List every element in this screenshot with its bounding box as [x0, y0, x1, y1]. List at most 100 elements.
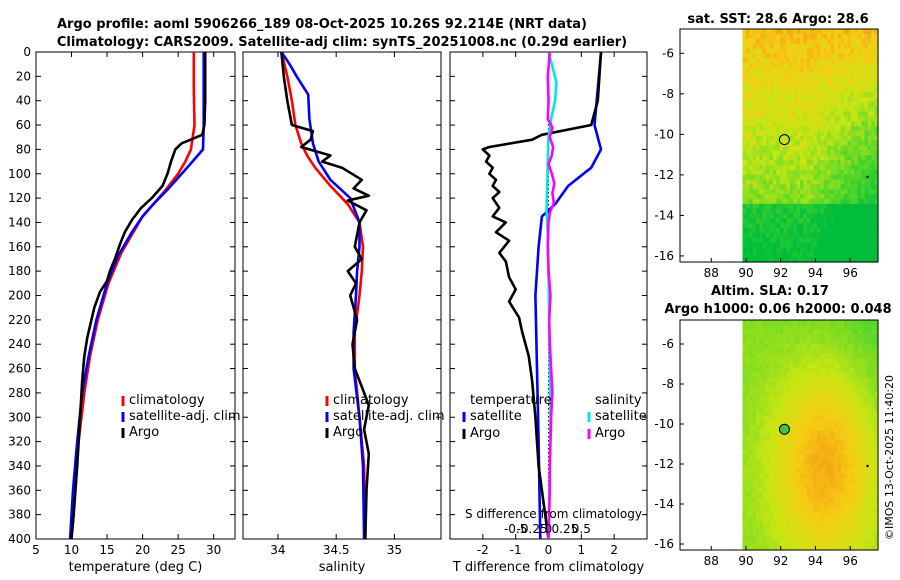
heatmap-cell: [793, 203, 798, 210]
heatmap-cell: [806, 506, 811, 513]
heatmap-cell: [793, 257, 798, 263]
heatmap-cell: [766, 169, 771, 176]
heatmap-cell: [789, 63, 794, 69]
heatmap-cell: [867, 348, 872, 355]
heatmap-cell: [786, 33, 791, 40]
heatmap-cell: [749, 43, 754, 50]
heatmap-cell: [854, 420, 859, 426]
heatmap-cell: [857, 97, 862, 103]
heatmap-cell: [749, 406, 754, 412]
heatmap-cell: [820, 502, 825, 508]
heatmap-cell: [840, 247, 845, 253]
heatmap-cell: [776, 487, 781, 494]
heatmap-cell: [827, 535, 832, 541]
heatmap-cell: [793, 184, 798, 190]
heatmap-cell: [796, 396, 801, 403]
heatmap-cell: [844, 38, 849, 45]
heatmap-cell: [786, 372, 791, 379]
heatmap-cell: [806, 257, 811, 263]
heatmap-cell: [786, 29, 791, 35]
heatmap-cell: [864, 58, 869, 64]
heatmap-cell: [762, 63, 767, 69]
heatmap-cell: [840, 130, 845, 137]
heatmap-cell: [864, 135, 869, 142]
heatmap-cell: [749, 140, 754, 147]
heatmap-cell: [830, 459, 835, 465]
heatmap-cell: [783, 29, 788, 35]
heatmap-cell: [769, 223, 774, 229]
heatmap-cell: [830, 150, 835, 156]
heatmap-cell: [861, 367, 866, 374]
heatmap-cell: [834, 339, 838, 345]
heatmap-cell: [871, 87, 876, 93]
heatmap-cell: [830, 377, 835, 383]
heatmap-cell: [850, 198, 855, 205]
heatmap-cell: [752, 179, 757, 185]
heatmap-cell: [844, 367, 849, 374]
heatmap-cell: [840, 329, 845, 335]
heatmap-cell: [749, 473, 754, 479]
heatmap-cell: [850, 145, 855, 151]
heatmap-cell: [759, 363, 764, 369]
heatmap-cell: [844, 140, 849, 147]
heatmap-cell: [749, 169, 754, 176]
heatmap-cell: [861, 506, 866, 513]
heatmap-cell: [837, 58, 842, 64]
heatmap-cell: [830, 506, 835, 513]
heatmap-cell: [830, 33, 835, 40]
heatmap-cell: [854, 77, 859, 83]
heatmap-cell: [759, 43, 764, 50]
heatmap-cell: [800, 377, 805, 383]
heatmap-cell: [776, 454, 781, 460]
heatmap-cell: [850, 48, 855, 54]
heatmap-cell: [789, 377, 794, 383]
heatmap-cell: [837, 463, 842, 470]
heatmap-cell: [857, 444, 862, 450]
x-tick-label: 1: [578, 543, 586, 557]
heatmap-cell: [854, 140, 859, 147]
heatmap-cell: [837, 367, 842, 374]
heatmap-cell: [796, 48, 801, 54]
heatmap-cell: [742, 58, 747, 64]
heatmap-cell: [850, 174, 855, 181]
heatmap-cell: [830, 164, 835, 171]
heatmap-cell: [806, 150, 811, 156]
heatmap-cell: [810, 232, 815, 239]
heatmap-cell: [874, 372, 879, 379]
heatmap-cell: [874, 111, 879, 117]
heatmap-cell: [810, 367, 815, 374]
heatmap-cell: [789, 391, 794, 398]
heatmap-cell: [871, 184, 876, 190]
x-axis-label: temperature (deg C): [69, 560, 203, 575]
heatmap-cell: [850, 387, 855, 393]
heatmap-cell: [745, 372, 750, 379]
heatmap-cell: [769, 92, 774, 98]
heatmap-cell: [864, 126, 869, 132]
heatmap-cell: [844, 511, 849, 518]
heatmap-cell: [847, 463, 852, 470]
heatmap-cell: [762, 179, 767, 185]
heatmap-cell: [762, 242, 767, 249]
heatmap-cell: [820, 468, 825, 474]
heatmap-cell: [857, 497, 862, 503]
heatmap-cell: [830, 425, 835, 431]
heatmap-cell: [867, 353, 872, 359]
heatmap-cell: [827, 169, 832, 176]
heatmap-cell: [827, 521, 832, 527]
heatmap-cell: [783, 111, 788, 117]
heatmap-cell: [817, 535, 821, 541]
heatmap-cell: [857, 130, 862, 137]
heatmap-cell: [830, 516, 835, 522]
heatmap-cell: [827, 92, 832, 98]
heatmap-cell: [779, 348, 784, 355]
heatmap-cell: [759, 29, 764, 35]
heatmap-cell: [861, 430, 866, 436]
heatmap-cell: [786, 223, 791, 229]
heatmap-cell: [806, 174, 811, 181]
heatmap-cell: [793, 430, 798, 436]
x-tick-label: -1: [510, 543, 522, 557]
heatmap-cell: [871, 511, 876, 518]
heatmap-cell: [847, 415, 852, 422]
heatmap-cell: [861, 382, 866, 388]
heatmap-cell: [769, 492, 774, 498]
